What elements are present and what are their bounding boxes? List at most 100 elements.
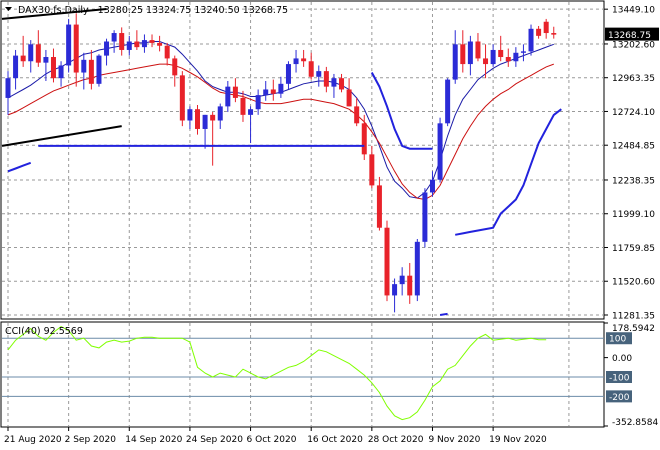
candle-body	[58, 65, 64, 79]
candle-body	[354, 106, 360, 124]
time-tick-label: 21 Aug 2020	[4, 435, 62, 445]
price-tick-label: 12238.35	[612, 176, 655, 186]
time-tick-label: 24 Sep 2020	[186, 435, 243, 445]
candle-body	[483, 58, 489, 65]
candle-body	[35, 44, 41, 63]
trend-line	[1, 8, 107, 20]
chart-border-cci	[0, 321, 605, 428]
price-tick-label: 12724.10	[612, 108, 655, 118]
price-tick-label: 13449.10	[612, 6, 655, 16]
candle-body	[5, 78, 11, 98]
candle-body	[172, 58, 178, 76]
cci-tick-label: 178.5942	[612, 324, 655, 334]
candle-body	[414, 241, 420, 296]
candle-body	[141, 40, 147, 48]
candle-body	[66, 24, 72, 66]
candles	[5, 13, 557, 313]
candle-body	[399, 275, 405, 285]
candle-body	[50, 57, 56, 79]
price-tick-label: 12963.35	[612, 74, 655, 84]
cci-indicator	[2, 326, 604, 421]
candle-body	[255, 95, 261, 110]
candle-body	[460, 44, 466, 65]
candle-body	[429, 179, 435, 193]
time-tick-label: 14 Sep 2020	[125, 435, 182, 445]
time-tick-label: 2 Sep 2020	[65, 435, 117, 445]
candle-body	[392, 284, 398, 296]
trend-line	[1, 125, 122, 147]
candle-body	[323, 71, 329, 87]
price-tick-label: 11520.60	[612, 278, 655, 288]
cci-level-box	[606, 390, 632, 403]
candle-body	[210, 114, 216, 121]
candle-body	[43, 57, 49, 63]
candle-body	[285, 64, 291, 84]
candle-body	[88, 59, 94, 84]
sar-segment	[370, 72, 433, 150]
sar-segment	[455, 108, 562, 236]
time-tick-label: 28 Oct 2020	[368, 435, 424, 445]
candle-body	[301, 58, 307, 62]
cci-level-box	[606, 370, 632, 383]
candle-body	[134, 41, 140, 48]
price-tick-label: 11281.35	[612, 311, 655, 321]
candle-body	[407, 275, 413, 296]
symbol-label: DAX30.fs,Daily	[18, 5, 89, 16]
candle-body	[28, 44, 34, 62]
cci-tick-label: 0.00	[612, 354, 632, 364]
candle-body	[437, 123, 443, 180]
price-tick-label: 11999.10	[612, 210, 655, 220]
cci-level-box	[606, 332, 632, 345]
candle-body	[513, 52, 519, 62]
candle-body	[498, 49, 504, 58]
trend-lines	[1, 8, 122, 147]
cci-header: CCI(40) 92.5569	[5, 326, 83, 337]
candle-body	[149, 40, 155, 43]
candle-body	[536, 28, 542, 36]
candle-body	[293, 58, 299, 65]
candle-body	[104, 41, 110, 56]
time-tick-label: 16 Oct 2020	[307, 435, 363, 445]
price-tick-label: 13202.60	[612, 40, 655, 50]
candle-body	[331, 78, 337, 87]
candle-body	[339, 78, 345, 90]
candle-body	[96, 55, 102, 84]
candle-body	[346, 89, 352, 107]
sar-line	[7, 72, 562, 316]
candle-body	[119, 33, 125, 50]
chart-border-main	[0, 0, 605, 320]
candle-body	[490, 49, 496, 65]
candle-body	[263, 89, 269, 96]
candle-body	[445, 79, 451, 124]
candle-body	[452, 44, 458, 80]
candle-body	[179, 75, 185, 121]
candle-body	[376, 185, 382, 228]
candle-body	[505, 57, 511, 62]
axis: 13449.10 13202.60 12963.35 12724.10 12484.85…	[4, 6, 659, 445]
candle-body	[422, 192, 428, 242]
candle-body	[361, 123, 367, 155]
candle-body	[316, 71, 322, 77]
price-tick-label: 12484.85	[612, 142, 655, 152]
candle-body	[369, 154, 375, 186]
candle-body	[475, 41, 481, 59]
candle-body	[240, 97, 246, 115]
ohlc-readout: 13280.25 13324.75 13240.50 13268.75	[98, 5, 288, 16]
candle-body	[81, 59, 87, 73]
candle-body	[520, 51, 526, 53]
candle-body	[248, 109, 254, 115]
current-price-label: 13268.75	[608, 31, 651, 41]
candle-body	[270, 89, 276, 94]
candle-body	[164, 45, 170, 59]
candle-body	[187, 109, 193, 121]
sar-segment	[439, 312, 448, 316]
sar-segment	[7, 161, 32, 173]
candle-body	[467, 41, 473, 65]
candle-body	[73, 24, 79, 73]
collapse-arrow-icon[interactable]	[5, 7, 12, 11]
time-tick-label: 19 Nov 2020	[489, 435, 547, 445]
candle-body	[528, 28, 534, 52]
candle-body	[384, 227, 390, 296]
cci-level-label: -200	[609, 393, 630, 403]
